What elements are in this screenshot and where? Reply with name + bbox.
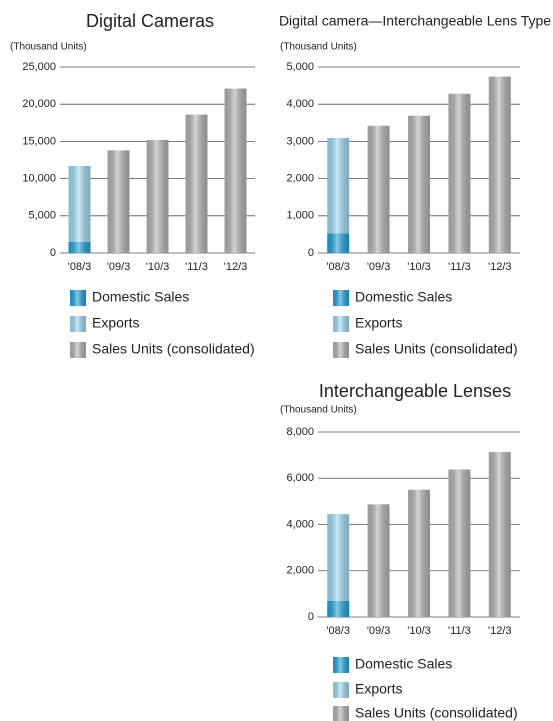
legend-swatch-shade [333,657,349,673]
bar-shade [488,452,511,617]
x-tick-label: '11/3 [448,261,471,273]
chart-title: Digital Cameras [86,11,214,31]
legend-label: Exports [92,315,139,331]
chart-title: Interchangeable Lenses [319,381,511,401]
legend-swatch-shade [70,342,86,358]
axis-unit-label: (Thousand Units) [280,405,357,416]
bar-shade [146,139,169,253]
bar-shade [367,504,390,617]
legend-swatch-shade [333,316,349,332]
bar-shade [488,76,511,253]
y-tick-label: 8,000 [286,426,314,438]
x-tick-label: '08/3 [326,261,350,273]
y-tick-label: 15,000 [22,135,56,147]
bar-shade [327,600,350,617]
legend-label: Domestic Sales [92,289,189,305]
y-tick-label: 0 [308,247,314,259]
bar-shade [68,165,91,242]
x-tick-label: '12/3 [488,261,512,273]
axis-unit-label: (Thousand Units) [10,42,87,53]
y-tick-label: 6,000 [286,472,314,484]
x-tick-label: '10/3 [146,261,170,273]
legend-swatch-shade [333,290,349,306]
x-tick-label: '08/3 [68,261,92,273]
y-tick-label: 0 [50,247,56,259]
legend-swatch-shade [333,342,349,358]
legend-label: Exports [355,315,402,331]
y-tick-label: 4,000 [286,518,314,530]
x-tick-label: '10/3 [407,261,431,273]
x-tick-label: '12/3 [488,625,512,637]
bar-shade [367,125,390,253]
legend-label: Domestic Sales [355,289,452,305]
y-tick-label: 25,000 [22,61,56,73]
chart-title: Digital camera—Interchangeable Lens Type [279,13,551,29]
x-tick-label: '11/3 [185,261,208,273]
bar-shade [448,469,471,617]
bar-shade [185,114,208,253]
y-tick-label: 4,000 [286,98,314,110]
bar-shade [224,88,247,254]
bar-shade [408,489,430,617]
x-tick-label: '10/3 [407,625,431,637]
bar-shade [327,233,350,253]
bar-shade [448,93,471,253]
legend-swatch-shade [70,316,86,332]
y-tick-label: 5,000 [28,210,56,222]
bar-shade [327,138,350,234]
y-tick-label: 1,000 [286,210,314,222]
x-tick-label: '09/3 [107,261,131,273]
bar-shade [107,150,130,253]
legend-label: Sales Units (consolidated) [355,341,518,357]
y-tick-label: 10,000 [22,173,56,185]
x-tick-label: '09/3 [367,625,391,637]
axis-unit-label: (Thousand Units) [280,42,357,53]
legend-label: Sales Units (consolidated) [355,705,518,721]
legend-swatch-shade [333,706,349,721]
legend-swatch-shade [333,682,349,698]
x-tick-label: '08/3 [326,625,350,637]
legend-label: Sales Units (consolidated) [92,341,255,357]
bar-shade [327,514,350,601]
x-tick-label: '12/3 [224,261,248,273]
legend-swatch-shade [70,290,86,306]
x-tick-label: '09/3 [367,261,391,273]
bar-shade [408,115,430,254]
y-tick-label: 20,000 [22,98,56,110]
bar-shade [68,241,91,253]
x-tick-label: '11/3 [448,625,471,637]
y-tick-label: 0 [308,611,314,623]
y-tick-label: 3,000 [286,135,314,147]
legend-label: Domestic Sales [355,656,452,672]
legend-label: Exports [355,681,402,697]
y-tick-label: 2,000 [286,565,314,577]
y-tick-label: 5,000 [286,61,314,73]
y-tick-label: 2,000 [286,173,314,185]
